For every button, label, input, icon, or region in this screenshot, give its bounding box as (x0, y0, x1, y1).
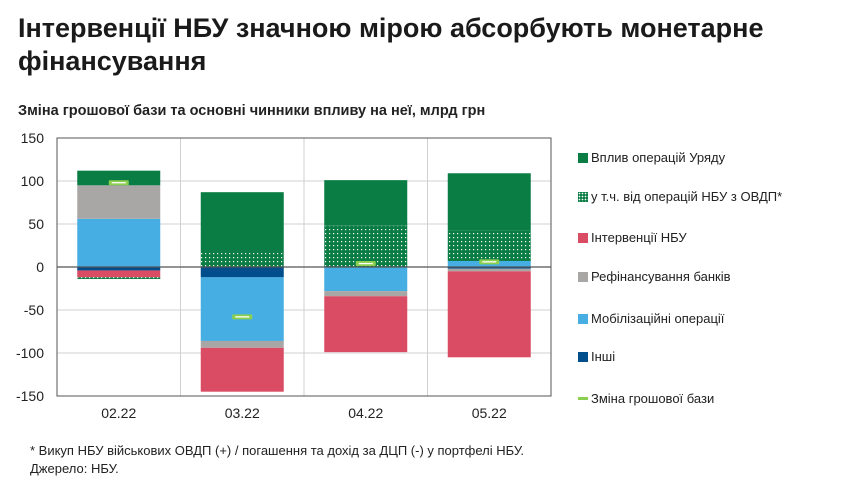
bar-segment-gov (447, 173, 531, 231)
legend-item-other: Інші (578, 349, 615, 364)
legend-item-mobil: Мобілізаційні операції (578, 311, 724, 326)
x-tick-label: 05.22 (472, 405, 507, 421)
legend-item-gov: Вплив операцій Уряду (578, 150, 725, 165)
bar-segment-interv (77, 270, 161, 278)
legend-label: Зміна грошової бази (591, 391, 715, 406)
bar-segment-other (200, 267, 284, 278)
legend-item-refin: Рефінансування банків (578, 269, 731, 284)
legend-swatch-mb (578, 397, 588, 400)
bar-segment-refin (447, 268, 531, 272)
bar-segment-mobil (324, 267, 408, 292)
bar-segment-refin (200, 340, 284, 348)
y-tick-label: 150 (21, 130, 45, 146)
bar-segment-mobil (77, 218, 161, 267)
bar-segment-interv (447, 271, 531, 358)
bar-segment-interv (324, 296, 408, 353)
bar-segment-refin (324, 291, 408, 297)
bar-segment-ovdp (447, 230, 531, 261)
page-title: Інтервенції НБУ значною мірою абсорбують… (18, 13, 764, 76)
bar-segment-refin (77, 185, 161, 219)
bar-segment-mobil (200, 277, 284, 341)
y-tick-label: 100 (21, 173, 45, 189)
legend-label: Рефінансування банків (591, 269, 731, 284)
x-tick-label: 03.22 (225, 405, 260, 421)
legend-item-interv: Інтервенції НБУ (578, 230, 687, 245)
legend-label: Мобілізаційні операції (591, 311, 725, 326)
legend-swatch-mobil (578, 313, 588, 324)
legend-item-ovdp: у т.ч. від операцій НБУ з ОВДП* (578, 189, 782, 204)
x-tick-label: 04.22 (348, 405, 383, 421)
legend-swatch-refin (578, 271, 588, 282)
bar-segment-other (447, 267, 531, 269)
legend-label: у т.ч. від операцій НБУ з ОВДП* (591, 189, 783, 204)
source-note: Джерело: НБУ. (30, 461, 119, 476)
bar-segment-other (77, 267, 161, 271)
bar-segment-gov (324, 180, 408, 226)
bar-segment-gov (200, 192, 284, 252)
legend-swatch-gov (578, 152, 588, 163)
bar-segment-ovdp (324, 225, 408, 267)
chart-subtitle: Зміна грошової бази та основні чинники в… (18, 103, 486, 119)
legend-swatch-ovdp (578, 191, 588, 202)
y-tick-label: -50 (24, 302, 44, 318)
bar-segment-ovdp (77, 277, 161, 280)
y-tick-label: -100 (16, 345, 44, 361)
footnote: * Викуп НБУ військових ОВДП (+) / погаше… (30, 443, 525, 458)
legend-item-mb: Зміна грошової бази (578, 391, 714, 406)
legend-label: Вплив операцій Уряду (591, 150, 726, 165)
y-tick-label: 50 (28, 216, 44, 232)
y-tick-label: -150 (16, 388, 44, 404)
x-tick-label: 02.22 (101, 405, 136, 421)
bar-segment-gov (77, 170, 161, 186)
y-tick-label: 0 (36, 259, 44, 275)
legend-swatch-interv (578, 232, 588, 243)
legend-label: Інтервенції НБУ (591, 230, 687, 245)
bar-segment-ovdp (200, 251, 284, 267)
legend-swatch-other (578, 351, 588, 362)
bar-segment-interv (200, 347, 284, 392)
legend-label: Інші (591, 349, 616, 364)
